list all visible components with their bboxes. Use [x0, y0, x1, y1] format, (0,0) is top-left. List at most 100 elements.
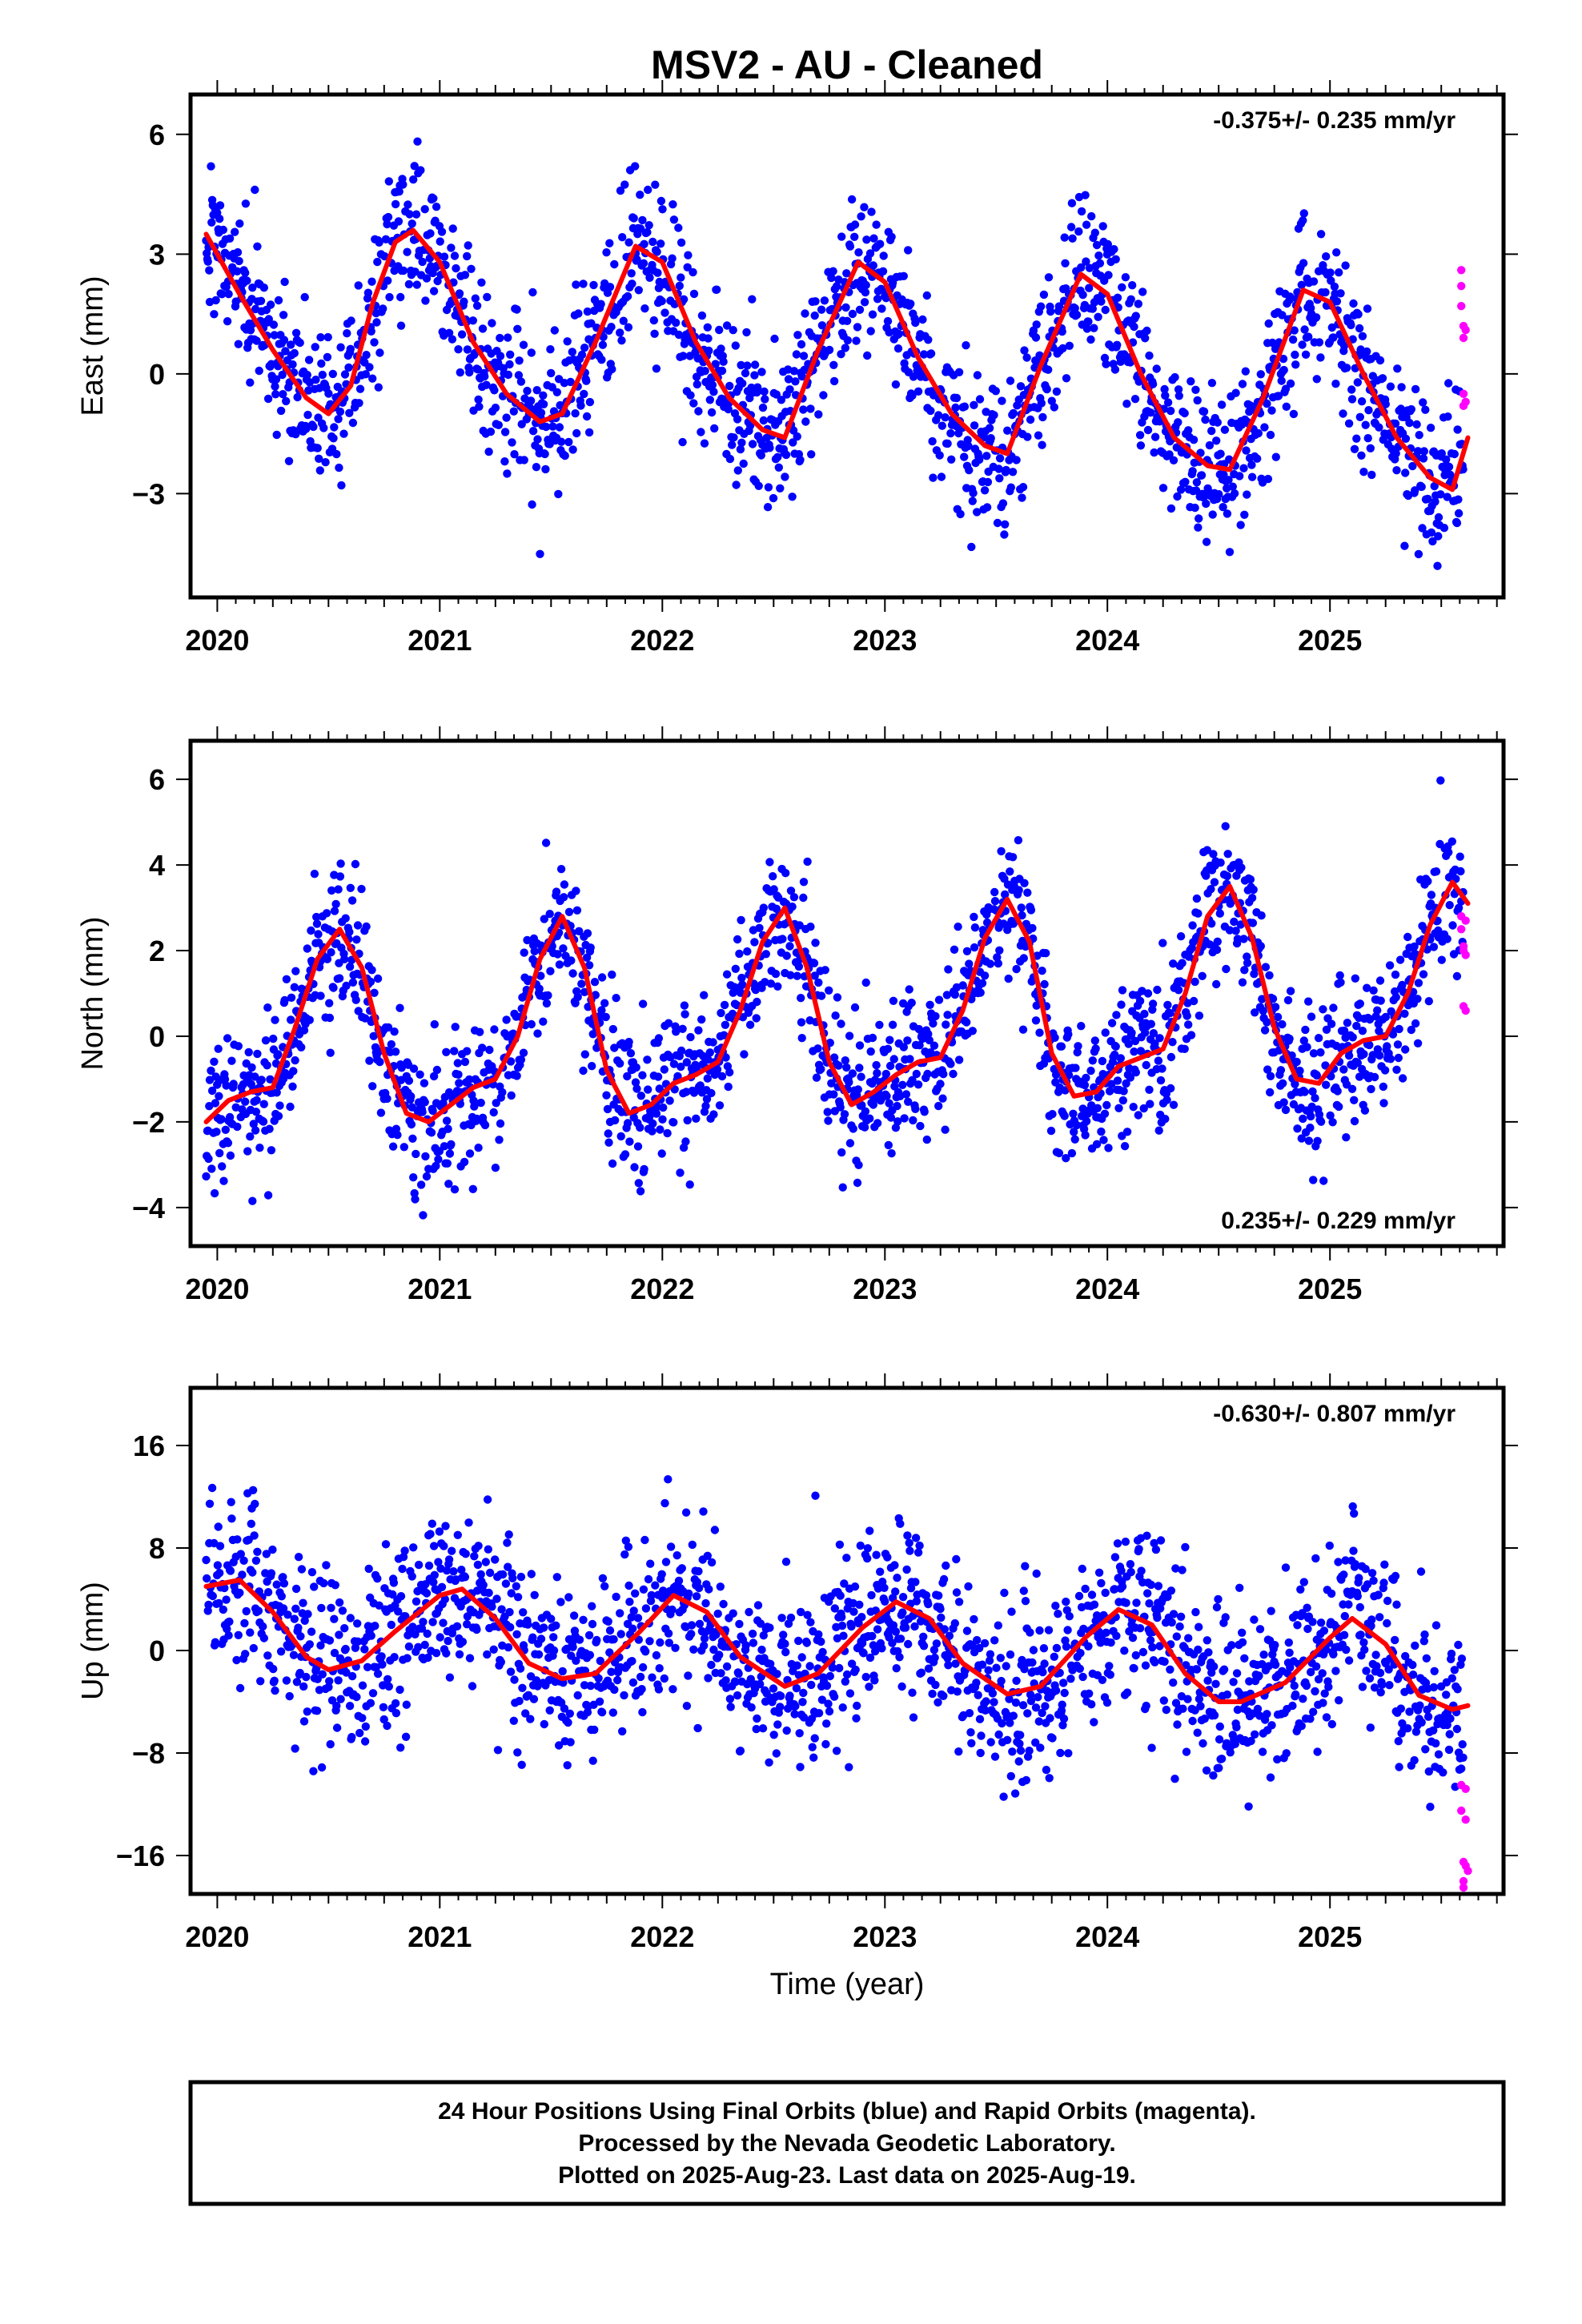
data-point	[1038, 412, 1047, 422]
data-point	[421, 1152, 430, 1161]
data-point	[305, 1015, 314, 1024]
data-point	[1174, 418, 1182, 427]
data-point	[596, 300, 605, 308]
data-point	[655, 1084, 664, 1093]
y-tick-label: 3	[149, 238, 165, 271]
data-point	[626, 1049, 636, 1058]
data-point	[1311, 313, 1321, 322]
data-point	[799, 352, 809, 360]
data-point	[605, 1626, 615, 1635]
data-point	[464, 241, 472, 250]
data-point	[717, 344, 725, 353]
data-point	[811, 297, 820, 306]
data-point	[251, 1072, 259, 1081]
data-point	[1017, 903, 1026, 912]
data-point	[491, 1164, 500, 1172]
data-point	[1009, 408, 1018, 418]
data-point	[951, 403, 960, 412]
data-point	[926, 349, 936, 358]
data-point	[911, 1104, 920, 1114]
data-point	[463, 251, 472, 261]
data-point	[390, 1653, 399, 1662]
data-point	[336, 859, 345, 868]
data-point	[335, 974, 344, 983]
data-point	[408, 1134, 417, 1144]
data-point	[478, 1043, 487, 1052]
data-point	[208, 1591, 217, 1601]
data-point	[789, 426, 798, 435]
data-point	[640, 1535, 649, 1545]
final-orbit-points	[202, 776, 1468, 1220]
data-point	[456, 368, 464, 377]
data-point	[797, 372, 806, 381]
data-point	[995, 946, 1004, 955]
data-point	[371, 1622, 379, 1630]
data-point	[351, 859, 360, 869]
data-point	[656, 1638, 665, 1647]
data-point	[1330, 282, 1339, 292]
data-point	[231, 227, 239, 236]
data-point	[612, 994, 620, 1003]
data-point	[1114, 1104, 1123, 1113]
data-point	[539, 400, 548, 408]
data-point	[1202, 537, 1211, 546]
data-point	[779, 1630, 788, 1639]
data-point	[708, 380, 717, 389]
data-point	[1118, 1096, 1128, 1105]
data-point	[307, 926, 315, 935]
data-point	[1327, 1072, 1335, 1081]
data-point	[947, 455, 956, 464]
data-point	[1419, 398, 1427, 407]
data-point	[325, 1677, 334, 1686]
data-point	[1014, 836, 1023, 845]
data-point	[877, 304, 886, 313]
data-point	[653, 1072, 663, 1081]
data-point	[1358, 332, 1367, 340]
data-point	[1279, 354, 1288, 364]
data-point	[1107, 1080, 1116, 1088]
data-point	[383, 276, 392, 285]
data-point	[792, 1683, 801, 1693]
data-point	[994, 959, 1003, 968]
data-point	[1329, 1003, 1338, 1012]
data-point	[330, 423, 339, 432]
data-point	[773, 1670, 781, 1679]
data-point	[1069, 1109, 1078, 1119]
data-point	[793, 432, 801, 441]
data-point	[303, 1707, 311, 1716]
data-point	[1145, 1085, 1154, 1095]
data-point	[1092, 1140, 1102, 1149]
data-point	[707, 1660, 716, 1670]
data-point	[697, 428, 705, 436]
data-point	[287, 340, 295, 349]
data-point	[1386, 1055, 1395, 1063]
data-point	[506, 1622, 515, 1632]
data-point	[1006, 867, 1014, 876]
data-point	[869, 234, 878, 243]
data-point	[582, 412, 592, 421]
data-point	[552, 388, 561, 396]
data-point	[361, 1722, 370, 1731]
data-point	[1393, 1040, 1403, 1049]
data-point	[1042, 384, 1051, 394]
data-point	[748, 1629, 757, 1638]
data-point	[968, 1027, 978, 1035]
data-point	[468, 316, 477, 325]
data-point	[346, 883, 355, 893]
data-point	[299, 1717, 309, 1726]
data-point	[1423, 494, 1432, 504]
data-point	[939, 1070, 948, 1079]
data-point	[342, 1668, 351, 1677]
data-point	[1299, 209, 1309, 218]
data-point	[1263, 474, 1273, 484]
data-point	[829, 1692, 839, 1701]
data-point	[536, 971, 545, 980]
data-point	[893, 344, 903, 353]
data-point	[753, 997, 761, 1007]
data-point	[246, 1132, 255, 1141]
data-point	[845, 1763, 853, 1771]
data-point	[1212, 436, 1221, 445]
data-point	[1401, 434, 1411, 443]
data-point	[580, 389, 588, 399]
data-point	[825, 1671, 835, 1681]
